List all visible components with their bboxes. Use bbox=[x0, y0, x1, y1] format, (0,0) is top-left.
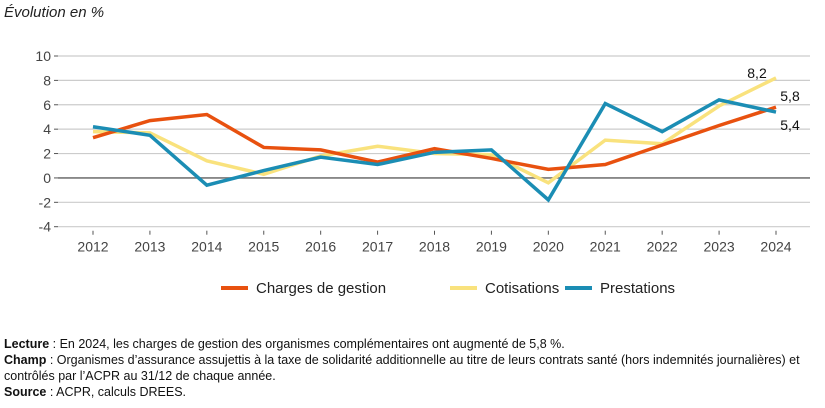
chart-title: Évolution en % bbox=[4, 4, 105, 21]
x-tick-label: 2013 bbox=[134, 239, 165, 255]
y-tick-label: 8 bbox=[43, 72, 51, 88]
x-tick-label: 2023 bbox=[704, 239, 735, 255]
x-tick-label: 2020 bbox=[533, 239, 564, 255]
end-label: 5,4 bbox=[780, 117, 800, 133]
y-tick-label: -4 bbox=[39, 219, 52, 235]
series-line-1 bbox=[92, 76, 777, 185]
y-tick-label: 6 bbox=[43, 97, 51, 113]
legend-label: Cotisations bbox=[485, 280, 559, 297]
y-tick-label: 10 bbox=[35, 48, 51, 64]
x-tick-label: 2022 bbox=[647, 239, 678, 255]
x-tick-label: 2017 bbox=[362, 239, 393, 255]
x-tick-label: 2021 bbox=[590, 239, 621, 255]
x-tick-label: 2024 bbox=[760, 239, 791, 255]
line-chart: -4 -2 0 2 4 6 8 10 2012 2013 2014 2015 2016 2017 2018 2… bbox=[35, 48, 810, 297]
x-tick-label: 2012 bbox=[77, 239, 108, 255]
y-tick-label: 2 bbox=[43, 146, 51, 162]
legend-label: Charges de gestion bbox=[256, 280, 386, 297]
y-tick-label: 4 bbox=[43, 121, 51, 137]
x-tick-label: 2018 bbox=[419, 239, 450, 255]
x-tick-label: 2014 bbox=[191, 239, 222, 255]
chart-notes: Lecture : En 2024, les charges de gestio… bbox=[4, 336, 822, 400]
x-tick-label: 2019 bbox=[476, 239, 507, 255]
end-label: 8,2 bbox=[747, 65, 767, 81]
lecture-note: Lecture : En 2024, les charges de gestio… bbox=[4, 337, 565, 351]
y-tick-label: -2 bbox=[39, 194, 52, 210]
x-tick-label: 2015 bbox=[248, 239, 279, 255]
x-tick-label: 2016 bbox=[305, 239, 336, 255]
y-tick-label: 0 bbox=[43, 170, 51, 186]
legend-label: Prestations bbox=[600, 280, 675, 297]
end-label: 5,8 bbox=[780, 88, 800, 104]
champ-note: Champ : Organismes d’assurance assujetti… bbox=[4, 353, 800, 383]
source-note: Source : ACPR, calculs DREES. bbox=[4, 385, 187, 399]
